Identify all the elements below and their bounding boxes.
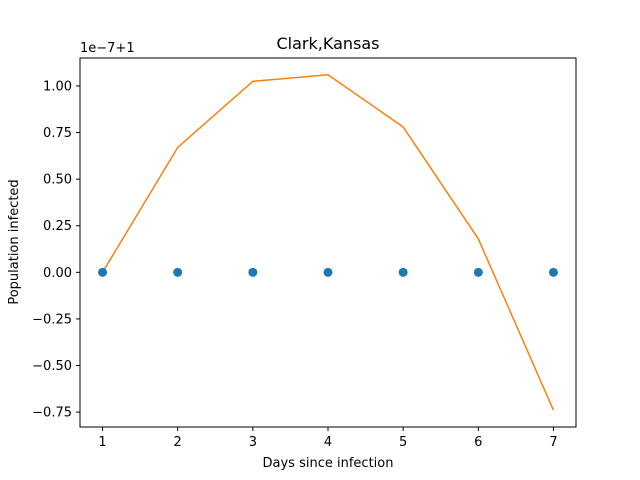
x-tick-label: 3 <box>249 435 257 450</box>
scatter-point <box>398 267 408 277</box>
chart-title: Clark,Kansas <box>277 34 380 53</box>
y-axis-offset-label: 1e−7+1 <box>80 41 135 56</box>
y-tick-label: −0.50 <box>32 359 72 374</box>
y-tick-label: −0.75 <box>32 406 72 421</box>
x-tick-label: 6 <box>474 435 482 450</box>
x-tick-label: 2 <box>174 435 182 450</box>
x-axis-ticks: 1 2 3 4 5 6 7 <box>98 427 558 450</box>
scatter-point <box>548 267 558 277</box>
plot-area <box>80 58 576 427</box>
x-tick-label: 1 <box>98 435 106 450</box>
scatter-point <box>173 267 183 277</box>
x-tick-label: 5 <box>399 435 407 450</box>
y-tick-label: 1.00 <box>43 79 72 94</box>
x-tick-label: 7 <box>549 435 557 450</box>
x-axis-label: Days since infection <box>263 456 394 471</box>
series-line <box>101 73 555 411</box>
y-tick-label: −0.25 <box>32 312 72 327</box>
scatter-point <box>98 267 108 277</box>
y-tick-label: 0.25 <box>43 219 72 234</box>
y-axis-label: Population infected <box>7 179 22 304</box>
chart-marks <box>98 73 558 411</box>
x-tick-label: 4 <box>324 435 332 450</box>
scatter-point <box>473 267 483 277</box>
plot-frame <box>79 57 577 428</box>
y-axis-ticks: −0.75 −0.50 −0.25 0.00 0.25 0.50 0.75 1.00 <box>32 79 80 421</box>
y-tick-label: 0.75 <box>43 126 72 141</box>
y-tick-label: 0.00 <box>43 266 72 281</box>
y-tick-label: 0.50 <box>43 173 72 188</box>
scatter-point <box>323 267 333 277</box>
scatter-point <box>248 267 258 277</box>
